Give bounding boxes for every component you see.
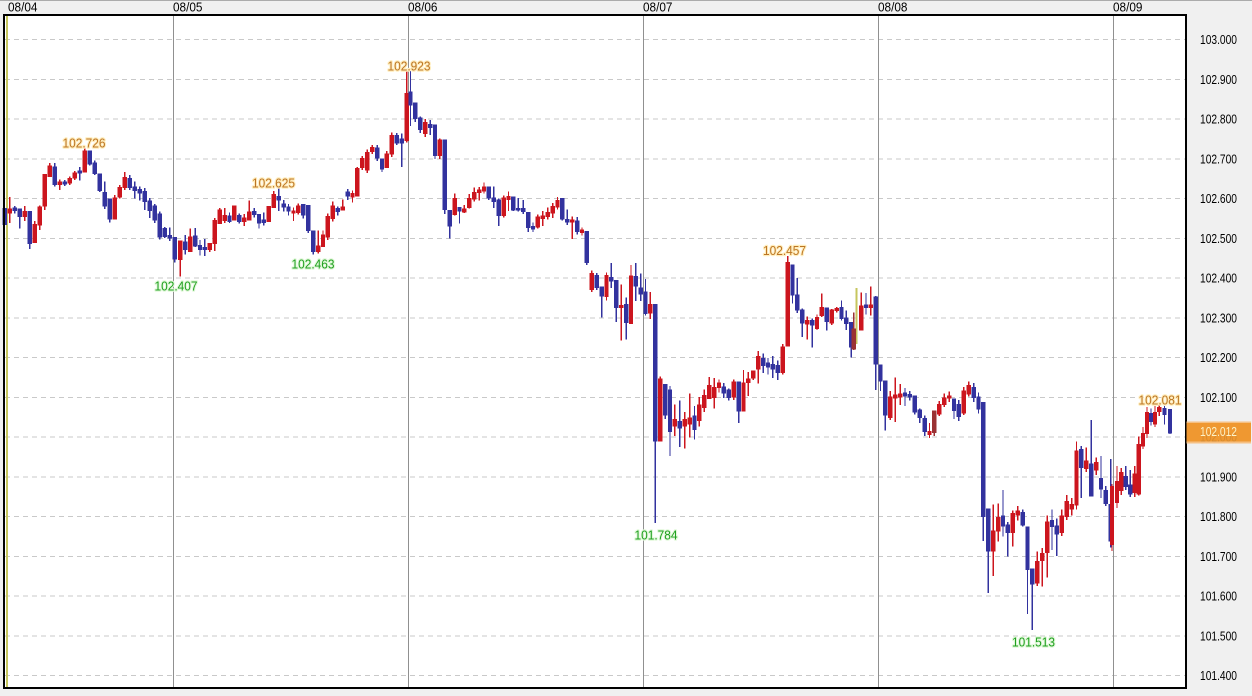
svg-text:101.784: 101.784 — [635, 528, 678, 543]
svg-text:101.513: 101.513 — [1012, 635, 1055, 650]
svg-text:08/06: 08/06 — [408, 0, 438, 15]
svg-text:102.300: 102.300 — [1200, 310, 1237, 325]
svg-text:102.407: 102.407 — [155, 279, 198, 294]
svg-text:102.100: 102.100 — [1200, 390, 1237, 405]
svg-text:102.900: 102.900 — [1200, 72, 1237, 87]
svg-text:102.700: 102.700 — [1200, 151, 1237, 166]
svg-text:102.500: 102.500 — [1200, 231, 1237, 246]
svg-text:101.800: 101.800 — [1200, 509, 1237, 524]
svg-text:101.500: 101.500 — [1200, 628, 1237, 643]
svg-text:102.726: 102.726 — [63, 136, 106, 151]
svg-text:101.700: 101.700 — [1200, 549, 1237, 564]
svg-text:102.012: 102.012 — [1200, 424, 1237, 439]
svg-text:101.900: 101.900 — [1200, 469, 1237, 484]
svg-text:102.923: 102.923 — [388, 59, 431, 74]
svg-text:08/07: 08/07 — [643, 0, 673, 15]
svg-text:102.600: 102.600 — [1200, 191, 1237, 206]
svg-text:101.400: 101.400 — [1200, 668, 1237, 683]
svg-text:102.400: 102.400 — [1200, 271, 1237, 286]
svg-text:102.625: 102.625 — [252, 176, 295, 191]
svg-text:08/04: 08/04 — [8, 0, 38, 15]
svg-text:102.463: 102.463 — [292, 257, 335, 272]
svg-text:102.081: 102.081 — [1139, 392, 1182, 407]
svg-text:102.800: 102.800 — [1200, 112, 1237, 127]
svg-text:08/05: 08/05 — [173, 0, 203, 15]
svg-text:102.000: 102.000 — [1200, 430, 1237, 445]
svg-text:103.000: 103.000 — [1200, 32, 1237, 47]
svg-text:08/08: 08/08 — [878, 0, 908, 15]
svg-text:102.457: 102.457 — [763, 243, 806, 258]
svg-text:102.200: 102.200 — [1200, 350, 1237, 365]
svg-text:101.600: 101.600 — [1200, 589, 1237, 604]
svg-text:08/09: 08/09 — [1113, 0, 1143, 15]
